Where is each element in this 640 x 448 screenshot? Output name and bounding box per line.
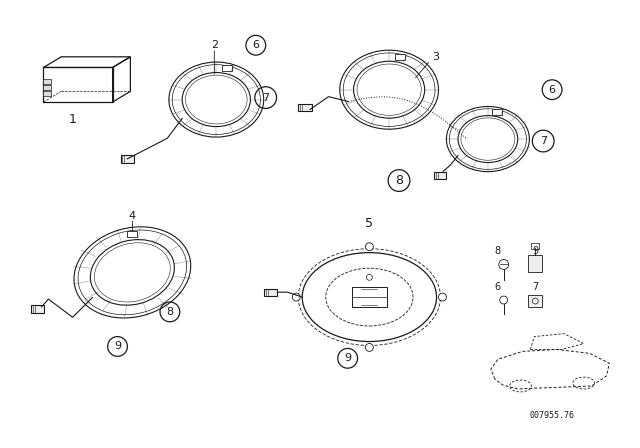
FancyBboxPatch shape <box>264 289 277 296</box>
FancyBboxPatch shape <box>127 231 138 237</box>
Circle shape <box>365 243 373 251</box>
Text: 9: 9 <box>532 246 538 256</box>
FancyBboxPatch shape <box>44 85 51 90</box>
FancyBboxPatch shape <box>44 90 51 95</box>
Text: 007955.76: 007955.76 <box>529 411 575 420</box>
Text: 3: 3 <box>432 52 439 62</box>
Text: 6: 6 <box>548 85 556 95</box>
FancyBboxPatch shape <box>31 305 44 313</box>
Text: 4: 4 <box>129 211 136 221</box>
Text: 1: 1 <box>69 113 77 126</box>
FancyBboxPatch shape <box>298 103 312 112</box>
Text: 8: 8 <box>395 174 403 187</box>
FancyBboxPatch shape <box>44 79 51 84</box>
Text: 6: 6 <box>495 282 501 292</box>
Text: 9: 9 <box>114 341 121 352</box>
Text: 7: 7 <box>540 136 547 146</box>
Circle shape <box>438 293 447 301</box>
Text: 5: 5 <box>365 216 373 229</box>
Text: 8: 8 <box>495 246 501 256</box>
FancyBboxPatch shape <box>222 65 232 71</box>
Text: 9: 9 <box>344 353 351 363</box>
FancyBboxPatch shape <box>529 254 542 272</box>
Text: 8: 8 <box>166 307 173 317</box>
Circle shape <box>365 344 373 351</box>
FancyBboxPatch shape <box>492 109 502 115</box>
Text: 2: 2 <box>211 40 218 50</box>
Text: 7: 7 <box>262 93 269 103</box>
FancyBboxPatch shape <box>529 295 542 307</box>
Circle shape <box>292 293 300 301</box>
FancyBboxPatch shape <box>435 172 446 179</box>
FancyBboxPatch shape <box>120 155 134 163</box>
FancyBboxPatch shape <box>395 54 405 60</box>
Text: 7: 7 <box>532 282 538 292</box>
Text: 6: 6 <box>252 40 259 50</box>
